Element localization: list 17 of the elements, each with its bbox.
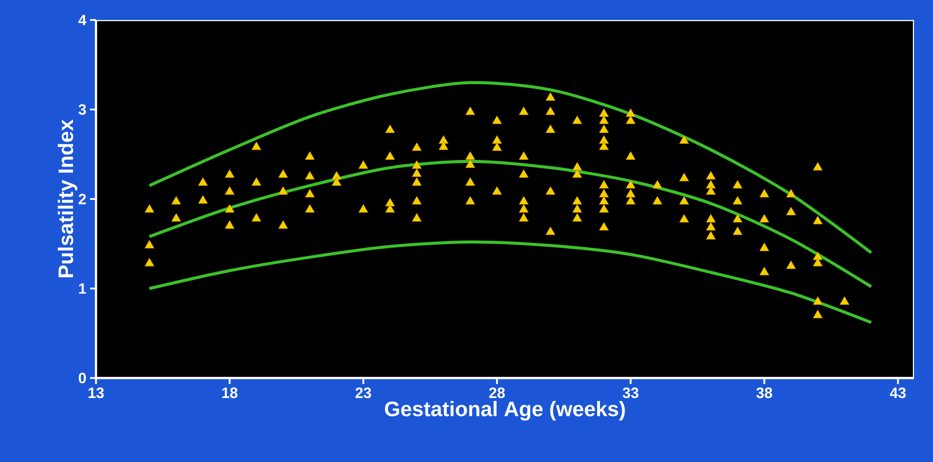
y-tick-label: 2 bbox=[78, 194, 86, 204]
x-tick-label: 23 bbox=[356, 388, 372, 398]
y-tick-label: 0 bbox=[78, 372, 86, 384]
y-axis-title: Pulsatility Index bbox=[58, 120, 78, 278]
x-tick-label: 18 bbox=[222, 388, 238, 398]
y-tick-label: 4 bbox=[78, 14, 86, 26]
x-axis-title: Gestational Age (weeks) bbox=[384, 400, 625, 421]
y-tick-label: 3 bbox=[78, 104, 86, 115]
line-series bbox=[148, 240, 873, 324]
x-tick-label: 28 bbox=[489, 388, 505, 398]
line-series bbox=[148, 81, 873, 254]
x-tick-label: 33 bbox=[622, 388, 638, 398]
y-tick-label: 1 bbox=[79, 283, 86, 294]
x-tick-label: 13 bbox=[88, 388, 104, 398]
x-tick-label: 43 bbox=[890, 388, 906, 398]
line-series bbox=[148, 160, 873, 288]
x-tick-label: 38 bbox=[756, 388, 772, 398]
